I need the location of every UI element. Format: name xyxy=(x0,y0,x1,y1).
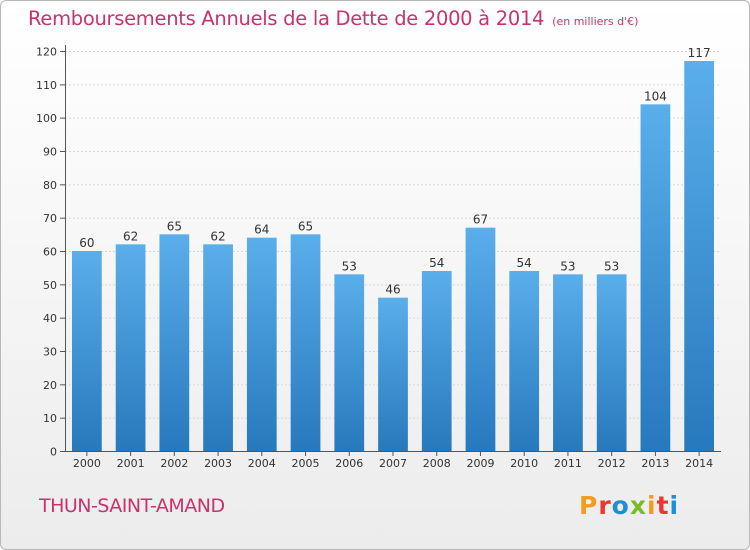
bar xyxy=(71,251,102,451)
data-label: 53 xyxy=(342,259,357,273)
data-label: 62 xyxy=(210,229,225,243)
bar xyxy=(509,271,540,451)
bar xyxy=(684,61,715,451)
y-tick-label: 50 xyxy=(43,279,57,292)
x-tick-label: 2001 xyxy=(117,457,145,470)
bars: 60 62 65 62 64 65 53 46 54 67 54 53 53 104 117 xyxy=(71,46,715,451)
bar xyxy=(465,227,496,451)
x-tick-label: 2011 xyxy=(554,457,582,470)
y-tick-label: 100 xyxy=(36,112,57,125)
axes: 0 10 20 30 40 50 60 70 80 90 100 110 120 2000 2001 2002… xyxy=(36,45,721,470)
y-tick-label: 80 xyxy=(43,179,57,192)
x-tick-label: 2003 xyxy=(204,457,232,470)
bar xyxy=(553,274,583,451)
data-label: 53 xyxy=(604,259,619,273)
y-tick-label: 0 xyxy=(50,446,57,459)
proxiti-logo: Proxiti xyxy=(579,491,679,520)
data-label: 67 xyxy=(473,213,488,227)
bar xyxy=(640,104,671,451)
y-tick-label: 70 xyxy=(43,212,57,225)
bar xyxy=(290,234,321,451)
y-tick-label: 40 xyxy=(43,312,57,325)
bar xyxy=(159,234,190,451)
logo-letter: o xyxy=(611,491,630,520)
bar xyxy=(246,237,277,451)
x-tick-label: 2008 xyxy=(423,457,451,470)
data-label: 46 xyxy=(385,283,400,297)
chart-title: Remboursements Annuels de la Dette de 20… xyxy=(28,7,638,30)
y-tick-label: 10 xyxy=(43,412,57,425)
y-tick-label: 30 xyxy=(43,346,57,359)
commune-name: THUN-SAINT-AMAND xyxy=(39,495,225,517)
x-tick-label: 2009 xyxy=(466,457,494,470)
data-label: 64 xyxy=(254,223,269,237)
y-tick-label: 120 xyxy=(36,46,57,59)
x-tick-label: 2000 xyxy=(73,457,101,470)
x-tick-label: 2010 xyxy=(510,457,538,470)
data-label: 65 xyxy=(298,219,313,233)
data-label: 54 xyxy=(429,256,444,270)
x-tick-label: 2013 xyxy=(641,457,669,470)
data-label: 65 xyxy=(167,219,182,233)
data-label: 62 xyxy=(123,229,138,243)
logo-letter: x xyxy=(629,491,647,520)
logo-letter: t xyxy=(656,491,670,520)
logo-letter: r xyxy=(598,491,612,520)
y-tick-label: 110 xyxy=(36,79,57,92)
x-tick-label: 2012 xyxy=(598,457,626,470)
x-tick-label: 2014 xyxy=(685,457,713,470)
x-tick-label: 2006 xyxy=(335,457,363,470)
data-label: 60 xyxy=(79,236,94,250)
bar xyxy=(596,274,627,451)
logo-letter: i xyxy=(647,491,657,520)
data-label: 104 xyxy=(644,89,667,103)
bar xyxy=(334,274,365,451)
y-tick-label: 20 xyxy=(43,379,57,392)
logo-letter: i xyxy=(669,491,680,520)
bar xyxy=(115,244,146,451)
data-label: 53 xyxy=(560,259,575,273)
bar xyxy=(421,271,452,451)
x-tick-label: 2004 xyxy=(248,457,276,470)
data-label: 54 xyxy=(517,256,532,270)
bar xyxy=(378,297,408,451)
bar xyxy=(203,244,233,451)
y-tick-label: 60 xyxy=(43,246,57,259)
logo-letter: P xyxy=(579,491,599,520)
y-tick-label: 90 xyxy=(43,146,57,159)
chart-subtitle: (en milliers d'€) xyxy=(552,15,639,28)
x-tick-label: 2005 xyxy=(292,457,320,470)
x-tick-label: 2002 xyxy=(160,457,188,470)
data-label: 117 xyxy=(688,46,711,60)
x-tick-label: 2007 xyxy=(379,457,407,470)
chart-title-text: Remboursements Annuels de la Dette de 20… xyxy=(28,7,545,30)
